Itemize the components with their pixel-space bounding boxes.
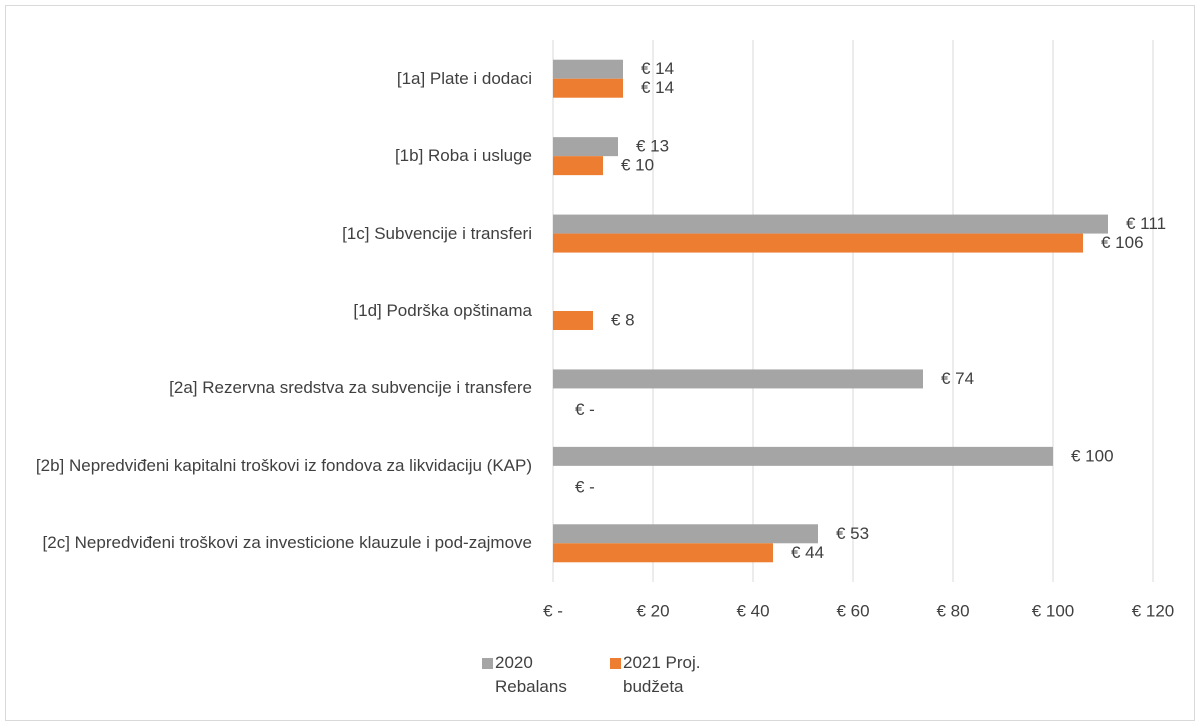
bar — [553, 233, 1083, 253]
frame — [5, 5, 1195, 721]
category-label: [1a] Plate i dodaci — [396, 68, 532, 88]
x-tick-label: € 80 — [936, 601, 969, 620]
legend-swatch — [610, 658, 621, 669]
category-label: [2c] Nepredviđeni troškovi za investicio… — [42, 533, 532, 553]
bar — [553, 137, 618, 157]
value-label: € 44 — [791, 543, 824, 562]
bar — [553, 78, 623, 98]
value-label: € 74 — [941, 369, 974, 388]
category-label: [2a] Rezervna sredstva za subvencije i t… — [169, 378, 532, 398]
value-label: € 111 — [1126, 214, 1166, 233]
value-label: € 10 — [621, 156, 654, 175]
legend-label: 2020 Rebalans — [495, 653, 567, 696]
category-label: [1b] Roba i usluge — [394, 146, 532, 166]
value-label: € 13 — [636, 137, 669, 156]
value-label: € 14 — [641, 78, 674, 97]
bar — [553, 59, 623, 79]
x-tick-label: € 20 — [636, 601, 669, 620]
value-label: € 14 — [641, 59, 674, 78]
x-tick-label: € 100 — [1032, 601, 1075, 620]
bar — [553, 214, 1108, 234]
x-tick-label: € 40 — [736, 601, 769, 620]
bar — [553, 311, 593, 330]
legend-swatch — [482, 658, 493, 669]
bar — [553, 524, 818, 544]
value-label: € 8 — [611, 310, 635, 329]
bar — [553, 543, 773, 563]
value-label: € - — [575, 477, 595, 496]
value-label: € - — [575, 400, 595, 419]
bar — [553, 446, 1053, 466]
category-label: [2b] Nepredviđeni kapitalni troškovi iz … — [35, 455, 532, 475]
legend-label: 2021 Proj. budžeta — [623, 653, 701, 696]
category-label: [1c] Subvencije i transferi — [342, 223, 532, 243]
value-label: € 53 — [836, 524, 869, 543]
x-tick-label: € 120 — [1132, 601, 1175, 620]
bar — [553, 369, 923, 389]
value-label: € 100 — [1071, 446, 1114, 465]
x-tick-label: € 60 — [836, 601, 869, 620]
value-label: € 106 — [1101, 233, 1144, 252]
category-label: [1d] Podrška opštinama — [353, 301, 532, 320]
bar — [553, 156, 603, 176]
x-tick-label: € - — [543, 601, 563, 620]
